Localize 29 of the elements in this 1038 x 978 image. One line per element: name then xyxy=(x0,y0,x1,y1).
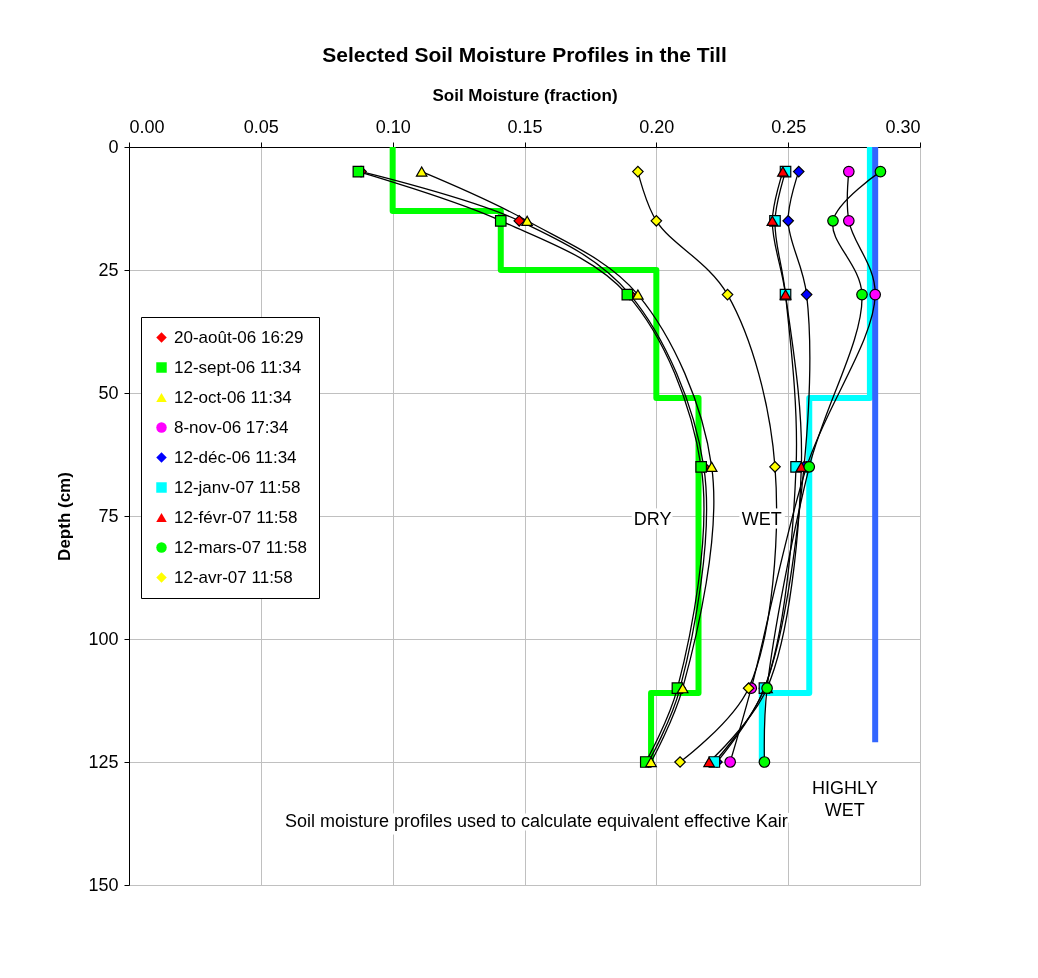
legend-label: 12-févr-07 11:58 xyxy=(174,507,298,527)
annotation: DRY xyxy=(633,508,672,529)
x-tick-label: 0.05 xyxy=(243,116,279,137)
legend-label: 20-août-06 16:29 xyxy=(174,327,304,347)
legend-label: 12-mars-07 11:58 xyxy=(174,537,307,557)
chart-title: Selected Soil Moisture Profiles in the Till xyxy=(322,43,727,66)
x-tick-label: 0.25 xyxy=(771,116,807,137)
x-tick-label: 0.30 xyxy=(885,116,921,137)
legend-label: 12-oct-06 11:34 xyxy=(174,387,292,407)
annotation: Soil moisture profiles used to calculate equivalent effective Kair xyxy=(284,811,788,832)
y-tick-label: 25 xyxy=(98,259,119,280)
legend-label: 8-nov-06 17:34 xyxy=(174,417,289,437)
y-tick-label: 125 xyxy=(88,751,119,772)
y-tick-label: 150 xyxy=(88,874,119,895)
x-tick-label: 0.15 xyxy=(507,116,543,137)
y-tick-label: 50 xyxy=(98,382,119,403)
legend-label: 12-déc-06 11:34 xyxy=(174,447,297,467)
x-axis-title: Soil Moisture (fraction) xyxy=(432,85,618,105)
legend-label: 12-janv-07 11:58 xyxy=(174,477,301,497)
x-tick-label: 0.00 xyxy=(129,116,165,137)
legend-label: 12-avr-07 11:58 xyxy=(174,567,293,587)
x-tick-label: 0.10 xyxy=(375,116,411,137)
x-tick-label: 0.20 xyxy=(639,116,675,137)
y-tick-label: 100 xyxy=(88,628,119,649)
y-tick-label: 0 xyxy=(108,136,119,157)
legend-label: 12-sept-06 11:34 xyxy=(174,357,302,377)
y-tick-label: 75 xyxy=(98,505,119,526)
y-axis-title: Depth (cm) xyxy=(55,472,75,561)
annotation: HIGHLY WET xyxy=(812,778,878,821)
